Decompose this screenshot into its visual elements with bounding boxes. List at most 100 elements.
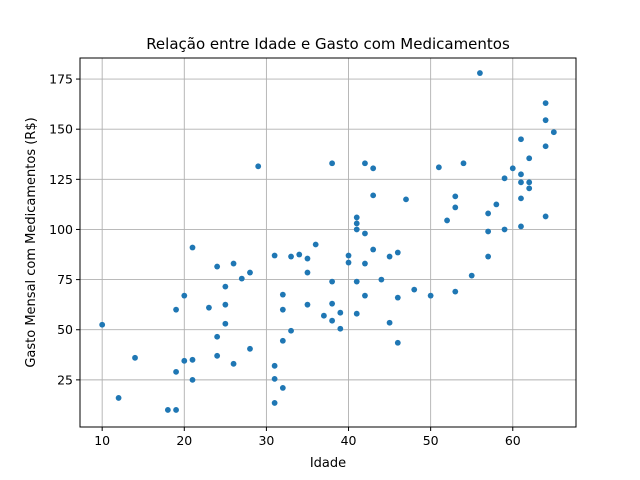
scatter-point xyxy=(526,185,533,192)
scatter-point xyxy=(173,368,179,375)
x-axis-label: Idade xyxy=(310,456,346,471)
scatter-point xyxy=(542,117,549,124)
y-tick-label: 175 xyxy=(49,72,73,87)
scatter-point xyxy=(288,327,294,334)
scatter-point xyxy=(526,155,533,162)
scatter-point xyxy=(460,160,467,167)
scatter-point xyxy=(493,201,500,208)
y-tick-label: 125 xyxy=(49,172,73,187)
x-tick-label: 30 xyxy=(258,433,274,448)
scatter-point xyxy=(542,100,549,107)
scatter-point xyxy=(304,255,311,262)
x-tick-label: 60 xyxy=(505,433,521,448)
scatter-point xyxy=(230,260,237,267)
scatter-point xyxy=(271,362,278,369)
scatter-point xyxy=(173,407,179,413)
scatter-point xyxy=(477,70,483,76)
scatter-point xyxy=(353,220,360,227)
y-axis-label: Gasto Mensal com Medicamentos (R$) xyxy=(24,117,39,367)
y-tick-label: 150 xyxy=(49,122,73,137)
scatter-point xyxy=(222,320,229,327)
scatter-point xyxy=(452,193,459,200)
scatter-point xyxy=(435,164,442,171)
scatter-point xyxy=(320,312,327,319)
scatter-point xyxy=(427,292,434,299)
scatter-point xyxy=(526,179,533,186)
scatter-point xyxy=(353,278,360,285)
scatter-point xyxy=(378,276,385,283)
scatter-point xyxy=(206,304,212,311)
scatter-point xyxy=(279,306,286,313)
scatter-point xyxy=(288,253,294,260)
scatter-point xyxy=(501,226,508,233)
scatter-point xyxy=(345,259,352,266)
scatter-point xyxy=(222,301,229,308)
scatter-point xyxy=(362,160,368,167)
scatter-point xyxy=(296,251,303,258)
chart-title: Relação entre Idade e Gasto com Medicame… xyxy=(146,35,510,53)
scatter-point xyxy=(518,179,524,186)
scatter-point xyxy=(468,272,475,279)
scatter-point xyxy=(362,230,368,237)
scatter-point xyxy=(279,337,286,344)
scatter-point xyxy=(312,241,319,248)
scatter-point xyxy=(271,400,278,406)
scatter-point xyxy=(337,325,344,332)
scatter-point xyxy=(362,260,368,267)
scatter-point xyxy=(247,269,253,276)
scatter-point xyxy=(518,195,524,202)
data-points xyxy=(99,70,557,413)
scatter-point xyxy=(353,310,360,317)
scatter-point xyxy=(542,143,549,150)
scatter-point xyxy=(329,300,336,307)
scatter-point xyxy=(386,253,393,260)
scatter-point xyxy=(501,175,508,182)
scatter-point xyxy=(222,283,229,290)
scatter-point xyxy=(509,165,516,172)
scatter-point xyxy=(444,217,450,224)
scatter-point xyxy=(279,291,286,298)
scatter-point xyxy=(238,275,245,282)
scatter-point xyxy=(394,294,401,301)
scatter-point xyxy=(337,309,344,316)
scatter-point xyxy=(164,407,171,413)
scatter-point xyxy=(304,301,311,308)
scatter-point xyxy=(255,163,262,170)
scatter-point xyxy=(403,196,409,203)
scatter-point xyxy=(362,292,368,299)
scatter-point xyxy=(518,136,524,143)
scatter-point xyxy=(353,214,360,221)
x-tick-label: 40 xyxy=(341,433,357,448)
axis-ticks: 10 20 30 40 50 60 25 50 75 100 125 150 175 xyxy=(49,72,521,448)
scatter-point xyxy=(370,192,377,199)
scatter-point xyxy=(542,213,549,220)
scatter-point xyxy=(452,288,459,295)
x-tick-label: 10 xyxy=(94,433,110,448)
scatter-point xyxy=(386,319,393,326)
scatter-point xyxy=(214,333,221,340)
scatter-point xyxy=(329,317,336,324)
scatter-point xyxy=(271,375,278,382)
y-tick-label: 75 xyxy=(57,272,73,287)
scatter-point xyxy=(247,345,253,352)
scatter-point xyxy=(452,204,459,211)
y-tick-label: 50 xyxy=(57,322,73,337)
y-tick-label: 25 xyxy=(57,372,73,387)
scatter-point xyxy=(550,129,557,136)
scatter-point xyxy=(485,228,492,235)
scatter-point xyxy=(132,354,138,361)
scatter-point xyxy=(214,352,221,359)
scatter-point xyxy=(181,357,188,364)
scatter-point xyxy=(394,339,401,346)
scatter-point xyxy=(304,269,311,276)
y-tick-label: 100 xyxy=(49,222,73,237)
scatter-point xyxy=(394,249,401,256)
scatter-point xyxy=(329,160,336,167)
scatter-point xyxy=(115,395,122,401)
scatter-point xyxy=(485,253,492,260)
scatter-point xyxy=(230,360,237,367)
scatter-point xyxy=(189,244,196,251)
scatter-point xyxy=(411,286,418,293)
